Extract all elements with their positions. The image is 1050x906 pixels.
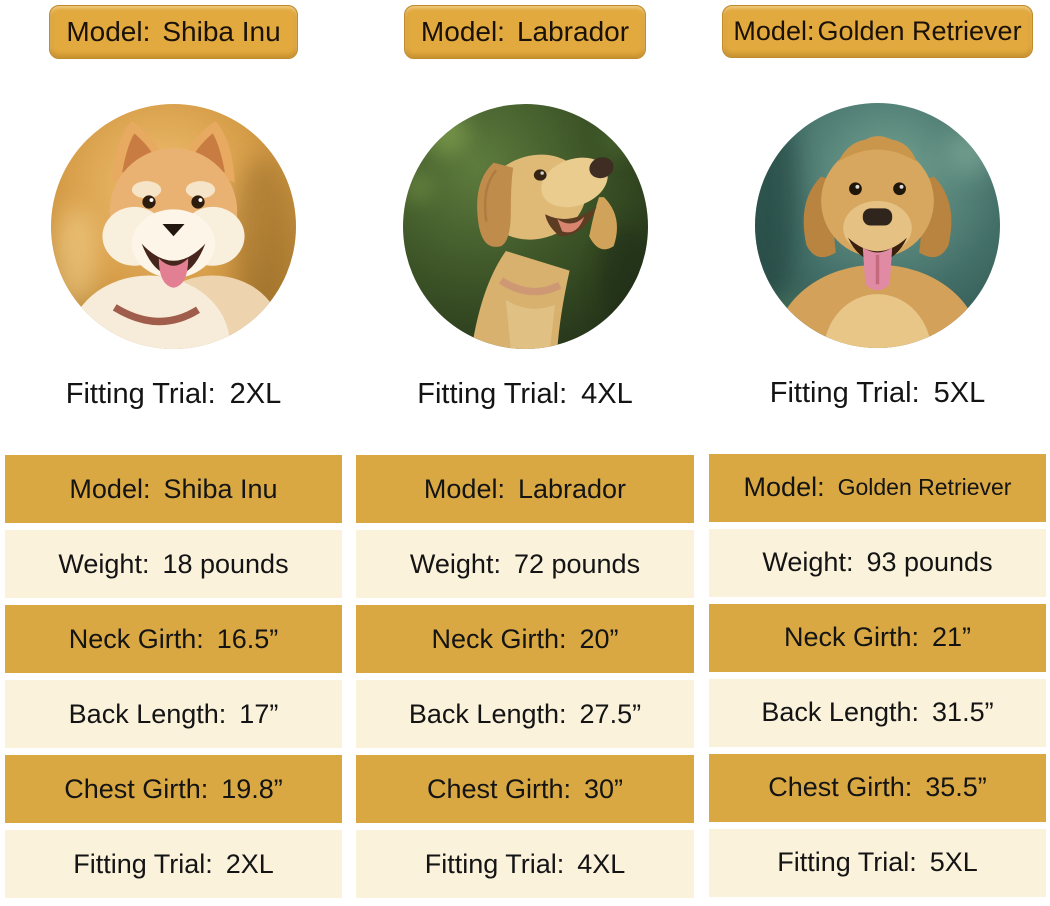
- model-badge-value: Labrador: [516, 16, 630, 47]
- spec-value: 93 pounds: [866, 547, 993, 578]
- spec-value: 72 pounds: [513, 548, 641, 579]
- spec-label: Fitting Trial:: [777, 847, 917, 878]
- shiba-inu-photo: [51, 104, 296, 350]
- spec-label: Neck Girth:: [431, 623, 567, 654]
- spec-value: 30”: [584, 773, 624, 804]
- labrador-illustration: [402, 104, 648, 350]
- model-column-labrador: Model: Labrador: [356, 0, 694, 899]
- spec-row-chest-girth: Chest Girth: 30”: [356, 755, 694, 824]
- labrador-photo: [402, 104, 648, 350]
- spec-label: Weight:: [409, 548, 501, 579]
- fitting-trial-label: Fitting Trial:: [65, 378, 216, 411]
- model-badge-label: Model:: [733, 16, 815, 46]
- spec-label: Weight:: [762, 547, 854, 578]
- spec-value: 18 pounds: [162, 548, 289, 579]
- spec-value: 35.5”: [925, 772, 987, 803]
- model-badge: Model: Golden Retriever: [722, 5, 1033, 59]
- model-column-golden-retriever: Model: Golden Retriever: [709, 0, 1046, 897]
- spec-row-model: Model: Labrador: [356, 455, 694, 524]
- spec-label: Model:: [423, 473, 505, 504]
- spec-value: Labrador: [517, 473, 627, 504]
- spec-row-model: Model: Shiba Inu: [5, 455, 342, 524]
- spec-label: Chest Girth:: [64, 773, 209, 804]
- spec-row-fitting-trial: Fitting Trial: 5XL: [709, 828, 1046, 897]
- model-badge: Model: Shiba Inu: [49, 5, 298, 60]
- spec-label: Back Length:: [68, 698, 227, 729]
- spec-row-chest-girth: Chest Girth: 19.8”: [5, 755, 342, 824]
- model-badge-value: Shiba Inu: [162, 16, 281, 47]
- golden-retriever-photo: [755, 103, 1000, 349]
- spec-table-labrador: Model: Labrador Weight: 72 pounds Neck Gir…: [356, 455, 694, 899]
- spec-row-fitting-trial: Fitting Trial: 2XL: [5, 830, 342, 899]
- spec-label: Model:: [743, 472, 825, 503]
- spec-row-back-length: Back Length: 31.5”: [709, 678, 1046, 747]
- model-badge-value: Golden Retriever: [817, 16, 1022, 46]
- spec-label: Chest Girth:: [768, 772, 913, 803]
- spec-label: Back Length:: [408, 698, 567, 729]
- spec-row-weight: Weight: 18 pounds: [5, 530, 342, 599]
- spec-value: 19.8”: [221, 773, 283, 804]
- spec-table-shiba-inu: Model: Shiba Inu Weight: 18 pounds Neck Gi…: [5, 455, 342, 899]
- spec-label: Weight:: [58, 548, 150, 579]
- spec-label: Neck Girth:: [68, 623, 204, 654]
- fitting-trial-label: Fitting Trial:: [769, 377, 920, 410]
- shiba-inu-illustration: [51, 104, 296, 350]
- fitting-trial-value: 4XL: [581, 378, 633, 411]
- spec-value: Golden Retriever: [837, 474, 1012, 501]
- model-column-shiba-inu: Model: Shiba Inu: [5, 0, 342, 899]
- model-badge: Model: Labrador: [403, 5, 647, 60]
- spec-value: Shiba Inu: [163, 473, 278, 504]
- spec-label: Fitting Trial:: [73, 848, 213, 879]
- spec-value: 5XL: [929, 847, 978, 878]
- golden-retriever-illustration: [755, 103, 1000, 349]
- spec-value: 21”: [932, 622, 972, 653]
- spec-row-model: Model: Golden Retriever: [709, 453, 1046, 522]
- spec-row-neck-girth: Neck Girth: 21”: [709, 603, 1046, 672]
- spec-row-neck-girth: Neck Girth: 16.5”: [5, 605, 342, 674]
- fitting-trial-value: 2XL: [229, 378, 282, 411]
- fitting-trial-caption: Fitting Trial: 5XL: [709, 377, 1046, 410]
- spec-value: 20”: [579, 623, 619, 654]
- spec-value: 27.5”: [579, 698, 642, 729]
- spec-row-back-length: Back Length: 27.5”: [356, 680, 694, 749]
- spec-value: 16.5”: [216, 623, 279, 654]
- spec-row-fitting-trial: Fitting Trial: 4XL: [356, 830, 694, 899]
- spec-row-weight: Weight: 93 pounds: [709, 528, 1046, 597]
- fitting-trial-value: 5XL: [933, 377, 986, 410]
- spec-label: Neck Girth:: [783, 622, 919, 653]
- spec-label: Model:: [69, 473, 151, 504]
- model-badge-label: Model:: [66, 16, 151, 47]
- spec-value: 17”: [239, 698, 279, 729]
- spec-row-weight: Weight: 72 pounds: [356, 530, 694, 599]
- spec-value: 2XL: [225, 848, 274, 879]
- spec-label: Chest Girth:: [426, 773, 571, 804]
- spec-label: Fitting Trial:: [424, 848, 565, 879]
- fitting-trial-caption: Fitting Trial: 4XL: [356, 378, 694, 411]
- spec-value: 31.5”: [932, 697, 994, 728]
- spec-row-back-length: Back Length: 17”: [5, 680, 342, 749]
- spec-row-chest-girth: Chest Girth: 35.5”: [709, 753, 1046, 822]
- spec-row-neck-girth: Neck Girth: 20”: [356, 605, 694, 674]
- fitting-trial-caption: Fitting Trial: 2XL: [5, 378, 342, 411]
- fitting-trial-label: Fitting Trial:: [417, 378, 568, 411]
- spec-label: Back Length:: [761, 697, 920, 728]
- model-badge-label: Model:: [420, 16, 505, 47]
- spec-value: 4XL: [577, 848, 626, 879]
- spec-table-golden-retriever: Model: Golden Retriever Weight: 93 pounds …: [709, 453, 1046, 897]
